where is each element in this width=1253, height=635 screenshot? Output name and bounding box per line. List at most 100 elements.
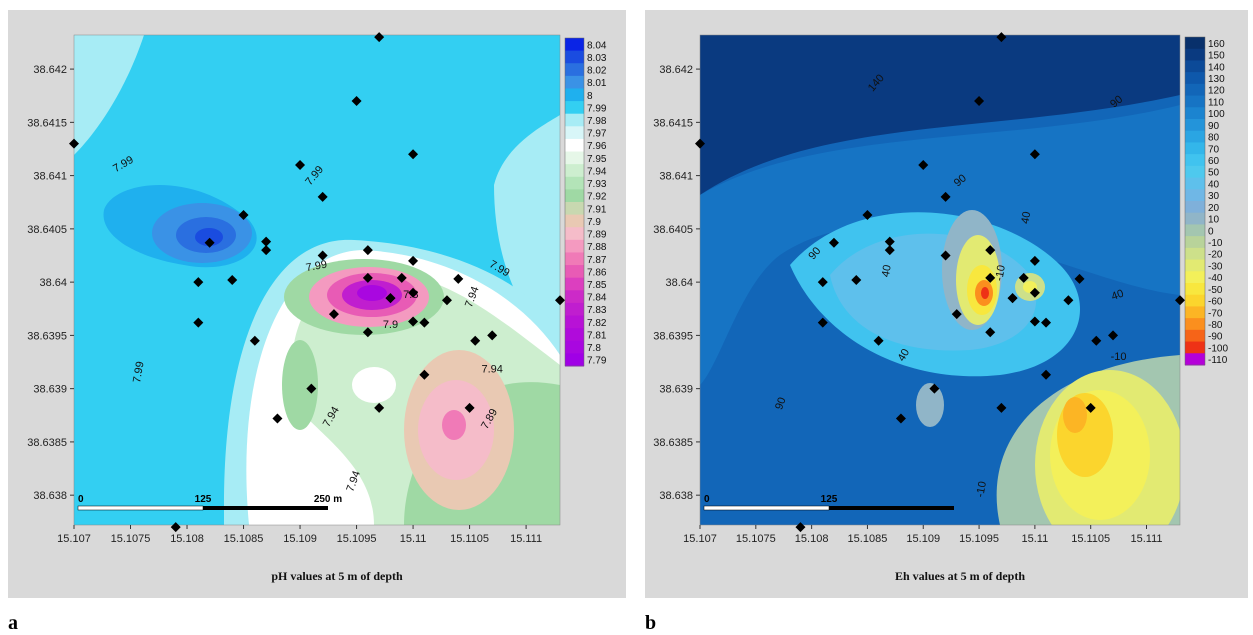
y-tick-label: 38.64 <box>39 277 67 289</box>
sample-point <box>862 210 873 221</box>
y-tick-label: 38.641 <box>33 171 67 183</box>
colorbar-label: 40 <box>1208 179 1220 190</box>
colorbar-cell <box>565 101 584 115</box>
sample-point <box>951 309 962 320</box>
colorbar-label: 0 <box>1208 226 1214 237</box>
y-tick-label: 38.6395 <box>653 330 693 342</box>
contour-label: 40 <box>1019 211 1033 225</box>
plot-frame <box>73 34 561 526</box>
chart-title: Eh values at 5 m of depth <box>895 569 1025 583</box>
colorbar-label: 7.83 <box>587 305 607 316</box>
sample-point <box>385 293 396 304</box>
colorbar-cell <box>565 227 584 241</box>
sample-point <box>261 236 272 247</box>
sample-point <box>453 273 464 284</box>
sample-point <box>1085 402 1096 413</box>
contour-label: 40 <box>896 347 913 364</box>
colorbar-cell <box>565 328 584 342</box>
colorbar-label: 20 <box>1208 203 1220 214</box>
sample-point <box>1029 149 1040 160</box>
colorbar-cell <box>1185 212 1205 225</box>
sample-point <box>795 522 806 533</box>
sample-point <box>1007 293 1018 304</box>
contour-fill-group <box>74 35 560 525</box>
contour-label: -10 <box>1111 351 1127 363</box>
colorbar-label: 7.81 <box>587 330 607 341</box>
chart-panel-b: 140 90 90 90 90 40 40 40 40 -10 -10 -10 0 125 15.107 15… <box>645 10 1248 598</box>
colorbar-label: 7.94 <box>587 166 607 177</box>
x-tick-label: 15.1095 <box>959 533 999 545</box>
sample-point <box>396 272 407 283</box>
colorbar-cell <box>1185 165 1205 179</box>
sample-point <box>828 237 839 248</box>
colorbar-label: 7.79 <box>587 356 607 367</box>
x-tick-label: 15.109 <box>906 533 940 545</box>
colorbar-cell <box>565 50 584 64</box>
scale-bar-label: 0 <box>704 494 710 505</box>
x-tick-label: 15.1095 <box>337 533 377 545</box>
y-tick-label: 38.6385 <box>653 437 693 449</box>
sample-point <box>985 327 996 338</box>
sample-point <box>408 255 419 266</box>
colorbar-label: 7.97 <box>587 129 607 140</box>
sample-point <box>1029 255 1040 266</box>
colorbar-label: 8.04 <box>587 40 607 51</box>
colorbar-cell <box>565 138 584 153</box>
y-tick-label: 38.6415 <box>653 117 693 129</box>
colorbar-cell <box>1185 72 1205 85</box>
colorbar-cell <box>565 126 584 140</box>
y-tick-label: 38.6405 <box>653 224 693 236</box>
sample-point <box>918 159 929 170</box>
colorbar-label: 150 <box>1208 51 1225 62</box>
x-tick-label: 15.1075 <box>111 533 151 545</box>
sample-point <box>817 277 828 288</box>
colorbar-label: 100 <box>1208 109 1225 120</box>
colorbar-label: -30 <box>1208 261 1223 272</box>
colorbar-cell <box>565 214 584 228</box>
colorbar-label: 120 <box>1208 86 1225 97</box>
colorbar-cell <box>565 302 584 317</box>
contour-band <box>916 383 944 427</box>
contour-band <box>494 115 560 345</box>
scale-bar-label: 125 <box>195 494 212 505</box>
panel-label-a: a <box>8 612 18 634</box>
sample-point <box>1175 295 1185 306</box>
y-tick-label: 38.641 <box>659 171 693 183</box>
contour-band <box>1063 397 1087 433</box>
contour-band <box>74 35 144 155</box>
colorbar-frame <box>1184 36 1206 366</box>
colorbar-label: 8.03 <box>587 53 607 64</box>
colorbar-label: 30 <box>1208 191 1220 202</box>
ph-contour-map: 7.99 7.997.99 7.997.997.947.947.947.947.89… <box>27 32 607 583</box>
sample-point <box>974 96 985 107</box>
colorbar-label: 8 <box>587 91 593 102</box>
sample-point <box>940 191 951 202</box>
colorbar-cell <box>565 290 584 304</box>
y-tick-label: 38.6415 <box>27 117 67 129</box>
x-tick-label: 15.11 <box>1022 533 1049 545</box>
sample-point <box>985 245 996 256</box>
y-tick-label: 38.642 <box>33 64 67 76</box>
colorbar-label: 7.88 <box>587 242 607 253</box>
colorbar-label: -50 <box>1208 285 1223 296</box>
sample-point <box>408 149 419 160</box>
colorbar-frame <box>564 37 585 367</box>
colorbar-cell <box>1185 224 1205 237</box>
colorbar-label: 8.01 <box>587 78 607 89</box>
colorbar-label: 7.95 <box>587 154 607 165</box>
contour-label: -10 <box>993 264 1008 282</box>
sample-point <box>1041 369 1052 380</box>
sample-point <box>817 317 828 328</box>
colorbar-label: 80 <box>1208 133 1220 144</box>
sample-point <box>464 402 475 413</box>
colorbar-label: 60 <box>1208 156 1220 167</box>
sample-point <box>227 275 238 285</box>
sample-point <box>306 383 317 394</box>
sample-point <box>362 327 373 338</box>
colorbar-cell <box>1185 107 1205 120</box>
colorbar-cell <box>1185 353 1205 366</box>
colorbar-label: -60 <box>1208 297 1223 308</box>
contour-label: 7.94 <box>481 364 502 376</box>
colorbar-label: -70 <box>1208 308 1223 319</box>
